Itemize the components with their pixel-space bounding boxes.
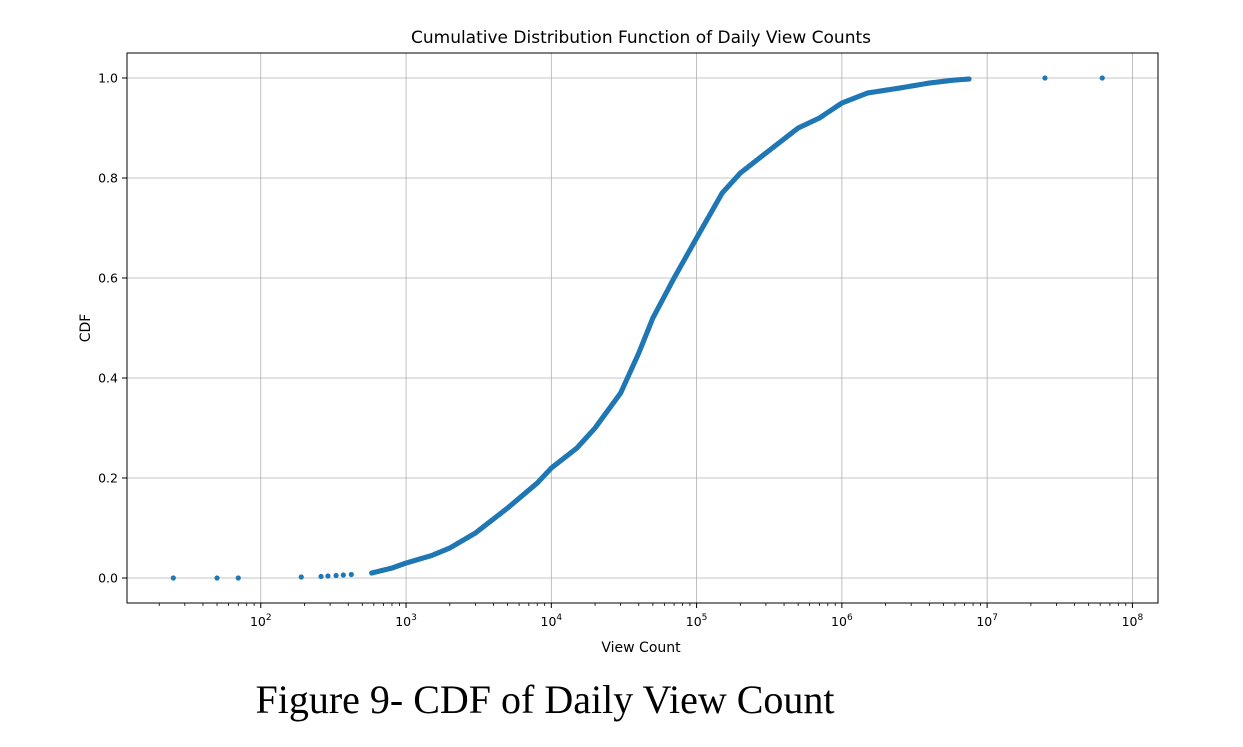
data-point (235, 575, 241, 581)
x-tick-label: 108 (1122, 613, 1144, 629)
x-tick-label: 102 (250, 613, 272, 629)
data-point (170, 575, 176, 581)
y-tick-label: 0.0 (98, 571, 118, 586)
x-axis-label: View Count (601, 640, 681, 656)
data-point (325, 573, 331, 579)
y-tick-label: 1.0 (98, 71, 118, 86)
y-tick-label: 0.4 (98, 371, 118, 386)
x-tick-label: 106 (831, 613, 853, 629)
plot-frame (126, 52, 1159, 604)
y-axis-label: CDF (78, 314, 94, 343)
x-tick-label: 105 (686, 613, 708, 629)
y-tick-label: 0.6 (98, 271, 118, 286)
data-point (966, 76, 972, 82)
data-point (1042, 75, 1048, 81)
chart-title: Cumulative Distribution Function of Dail… (411, 28, 871, 48)
data-point (340, 572, 346, 578)
data-point (1099, 75, 1105, 81)
data-point (348, 571, 354, 578)
figure-caption: Figure 9- CDF of Daily View Count (255, 677, 835, 722)
data-point (333, 572, 339, 579)
data-point (318, 573, 324, 580)
x-tick-label: 103 (395, 613, 417, 629)
x-tick-label: 107 (976, 613, 998, 629)
y-tick-label: 0.2 (98, 471, 118, 486)
data-points (170, 75, 1105, 581)
x-tick-label: 104 (541, 613, 563, 629)
grid-layer (127, 53, 1158, 603)
y-tick-label: 0.8 (98, 171, 118, 186)
tick-layer: 102 103 104 105 106 107 108 0.0 0.2 0.4 0.6 0.8 1.0 (98, 71, 1143, 630)
data-point (214, 575, 220, 581)
data-point (298, 574, 304, 580)
